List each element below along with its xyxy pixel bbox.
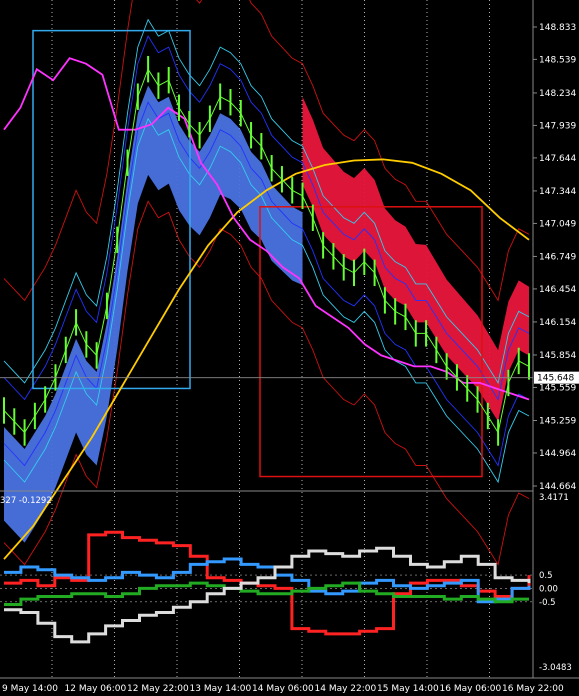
sub-y-tick-label: 0.5 xyxy=(539,571,553,581)
sub-y-tick-label: 3.4171 xyxy=(539,493,569,503)
sub-series-line xyxy=(4,530,531,636)
y-tick-label: 144.664 xyxy=(539,482,576,492)
sub-level-lines xyxy=(0,574,533,603)
highlight-box xyxy=(259,206,483,478)
sub-panel[interactable]: 327 -0.1292 xyxy=(0,492,533,678)
price-line xyxy=(3,68,530,434)
y-tick-label: 148.833 xyxy=(539,23,576,33)
y-tick-label: 145.854 xyxy=(539,351,576,361)
envelope-line xyxy=(3,35,530,401)
envelope-line xyxy=(3,200,530,566)
envelope-line xyxy=(3,18,530,385)
y-tick-label: 144.964 xyxy=(539,449,576,459)
sub-series-line xyxy=(4,581,529,606)
y-tick-label: 147.939 xyxy=(539,121,576,131)
y-tick-label: 147.644 xyxy=(539,154,576,164)
sub-series-line xyxy=(4,546,531,644)
y-tick-label: 145.559 xyxy=(539,383,576,393)
sub-y-tick-label: -3.0483 xyxy=(539,663,572,673)
current-price-label: 145.648 xyxy=(537,374,574,384)
yellow-moving-average xyxy=(3,158,530,560)
y-tick-label: 146.154 xyxy=(539,318,576,328)
x-tick-label: 12 May 22:00 xyxy=(127,684,189,694)
y-tick-label: 146.749 xyxy=(539,252,576,262)
main-price-axis: 148.833 148.539 148.234 147.939 147.644 147.3… xyxy=(533,23,576,492)
sub-panel-header: 327 -0.1292 xyxy=(0,496,52,506)
x-tick-label: 15 May 14:00 xyxy=(377,684,439,694)
main-panel[interactable] xyxy=(0,0,534,678)
x-tick-label: 12 May 06:00 xyxy=(65,684,127,694)
x-tick-label: 13 May 14:00 xyxy=(190,684,252,694)
sub-series-lines xyxy=(4,530,531,644)
y-tick-label: 146.454 xyxy=(539,285,576,295)
blue-cloud xyxy=(4,85,303,543)
time-axis: 9 May 14:00 12 May 06:00 12 May 22:00 13 Ma… xyxy=(2,684,564,694)
red-cloud xyxy=(302,96,529,422)
x-tick-label: 14 May 22:00 xyxy=(315,684,377,694)
y-tick-label: 147.049 xyxy=(539,219,576,229)
sub-y-tick-label: -0.5 xyxy=(539,598,556,608)
x-tick-label: 14 May 06:00 xyxy=(252,684,314,694)
highlight-boxes xyxy=(32,29,483,478)
highlight-box xyxy=(32,29,191,390)
x-tick-label: 16 May 22:00 xyxy=(502,684,564,694)
y-tick-label: 148.539 xyxy=(539,55,576,65)
y-tick-label: 148.234 xyxy=(539,89,576,99)
magenta-line xyxy=(3,57,530,401)
sub-y-tick-label: 0.00 xyxy=(539,584,558,594)
x-tick-label: 9 May 14:00 xyxy=(2,684,58,694)
main-series-lines xyxy=(3,55,530,560)
current-price-tag: 145.648 xyxy=(534,371,579,384)
y-tick-label: 145.259 xyxy=(539,416,576,426)
y-tick-label: 147.344 xyxy=(539,187,576,197)
sub-value-axis: 3.4171 0.5 0.00 -0.5 -3.0483 xyxy=(539,493,572,673)
envelope-line xyxy=(3,0,530,302)
x-tick-label: 16 May 06:00 xyxy=(440,684,502,694)
